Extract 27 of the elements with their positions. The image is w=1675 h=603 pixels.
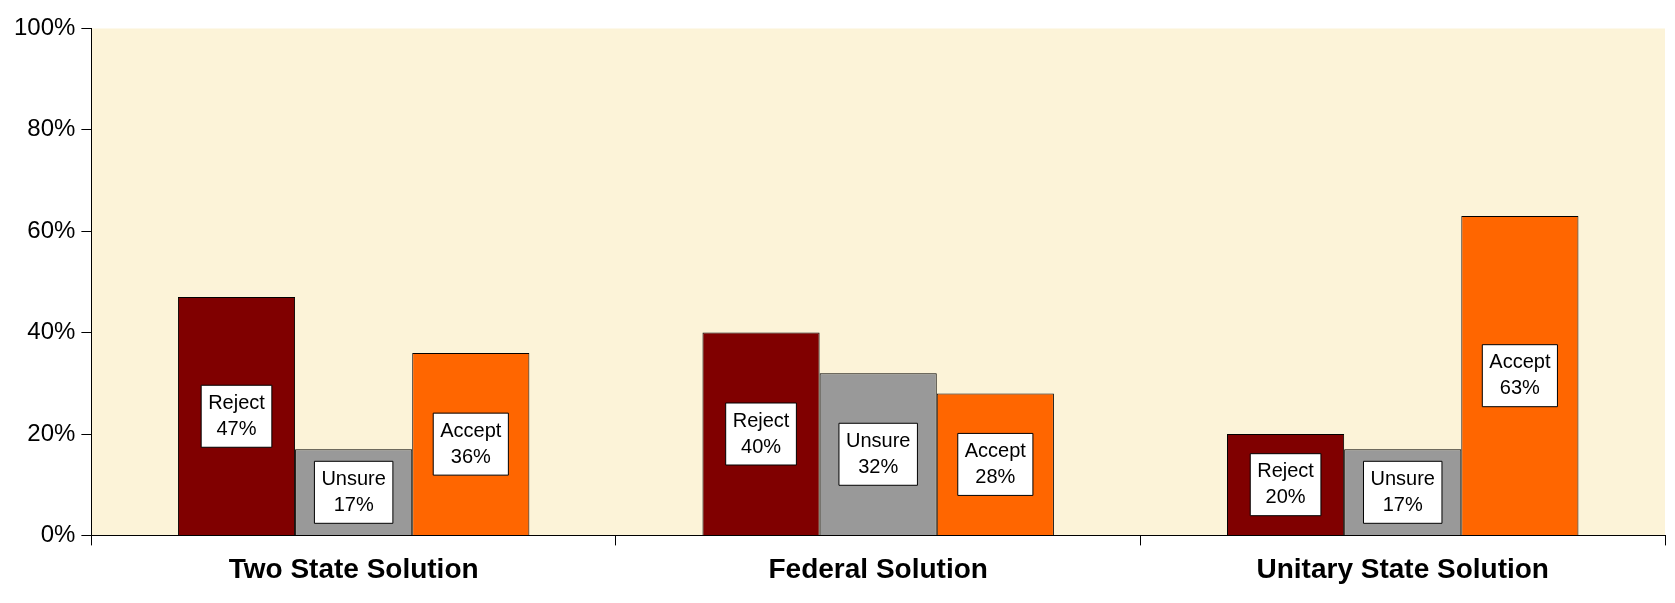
y-tick-label: 80% — [27, 114, 76, 142]
text: Unsure — [845, 428, 911, 451]
data-label: 32% — [858, 454, 899, 477]
y-tick-label: 20% — [27, 418, 76, 446]
series-label: Reject — [1257, 459, 1315, 482]
text: Reject — [732, 408, 790, 431]
y-tick-label: 40% — [27, 317, 76, 345]
data-label: 20% — [1265, 485, 1306, 508]
y-tick-label: 60% — [27, 215, 76, 243]
x-tick-label: Unitary State Solution — [1256, 552, 1549, 584]
data-label: 63% — [1499, 376, 1541, 399]
data-label: 40% — [741, 434, 782, 457]
y-tick-label: 100% — [13, 13, 76, 41]
data-label: 28% — [975, 464, 1016, 487]
x-tick-label: Two State Solution — [228, 552, 479, 584]
y-tick-label: 0% — [40, 520, 76, 548]
data-label: 47% — [216, 416, 257, 439]
text: Accept — [964, 438, 1026, 461]
x-tick-label: Federal Solution — [768, 552, 988, 584]
data-label: 17% — [333, 492, 374, 515]
text: Reject — [208, 390, 265, 413]
text: Accept — [1489, 350, 1551, 373]
series-label: Accept — [440, 418, 502, 441]
data-label: 17% — [1382, 492, 1423, 515]
data-label: 36% — [450, 444, 492, 467]
text: Unsure — [1370, 466, 1435, 489]
series-label: Unsure — [321, 466, 386, 489]
